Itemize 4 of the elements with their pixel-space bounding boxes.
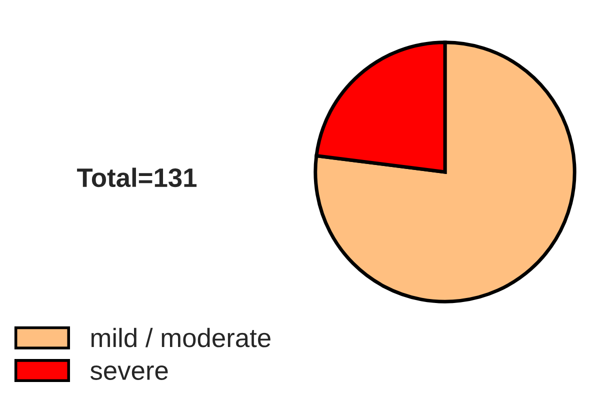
- legend-label: severe: [90, 365, 168, 380]
- legend-label: mild / moderate: [91, 328, 270, 348]
- pie-slice: [314, 40, 576, 304]
- text: Total=131: [77, 168, 197, 188]
